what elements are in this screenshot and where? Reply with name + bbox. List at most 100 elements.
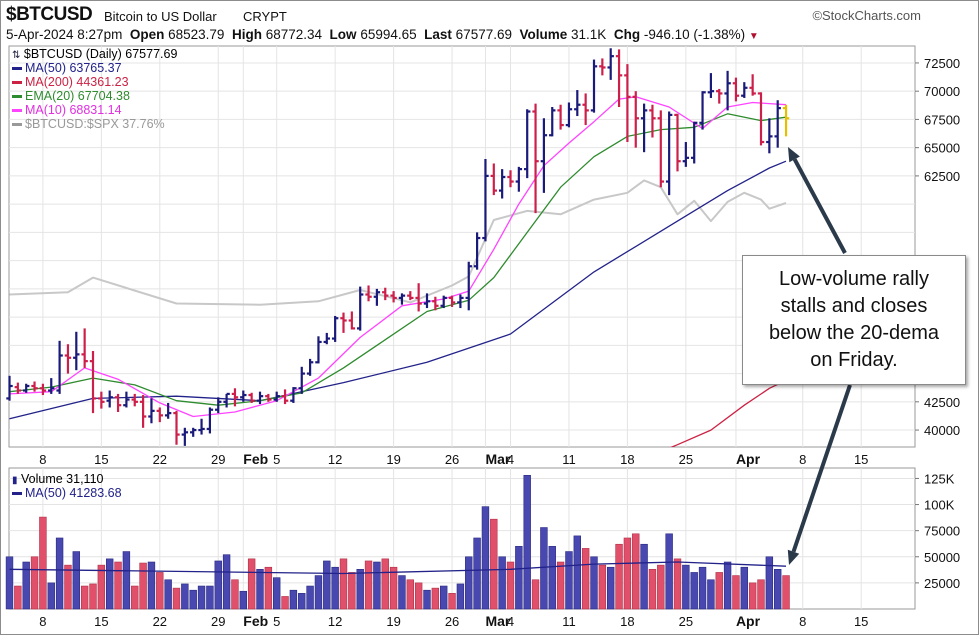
ohlc-bar [741,82,748,98]
volume-bar [39,516,47,610]
ohlc-bar [707,73,715,98]
ohlc-bar [590,59,598,113]
brand-label: ©StockCharts.com [812,8,921,23]
annotation-arrows [787,147,852,565]
ohlc-bar [23,383,30,393]
volume-bar [106,558,114,610]
volume-bar [247,558,256,610]
ohlc-bar [281,389,289,405]
ohlc-bar [640,103,648,153]
volume-bar [189,589,197,610]
volume-bar [398,575,406,610]
ohlc-bar [699,91,706,130]
ohlc-bar [56,340,63,394]
x-tick-label: 29 [211,452,225,467]
volume-bar [648,569,657,610]
volume-bar [164,579,172,610]
volume-bar [515,546,523,610]
ohlc-bar [290,387,297,403]
volume-bar [206,585,214,610]
ohlc-bar [6,375,13,401]
volume-bar [272,577,281,610]
annotation-line: Low-volume rally [778,268,930,290]
price-tick-label: 72500 [924,56,960,71]
volume-bar [281,596,289,610]
x-tick-label: 5 [273,452,280,467]
volume-legend: ▮ Volume 31,110 MA(50) 41283.68 [12,472,122,500]
volume-bar [581,548,590,610]
ohlc-bar [716,88,723,104]
arrow-to-volume-head [787,549,800,565]
volume-x-tick-label: Apr [736,613,761,629]
ohlc-bar [665,111,673,196]
ohlc-bar [515,166,523,192]
ohlc-bar [649,104,656,138]
chg-value: -946.10 (-1.38%) [643,27,746,42]
ohlc-bar [490,163,497,196]
annotation-line: stalls and closes [780,295,928,317]
ohlc-bar [148,398,155,424]
volume-bar [256,569,264,610]
ohlc-bar [298,366,305,394]
volume-bar [14,585,22,610]
legend-title-icon: ⇅ [12,50,21,61]
price-legend: ⇅ $BTCUSD (Daily) 67577.69 MA(50) 63765.… [12,47,177,131]
ohlc-bar [190,427,197,437]
overlay-ma-200 [670,379,787,447]
volume-x-tick-label: 29 [211,614,225,629]
volume-bar [114,561,122,610]
ohlc-bar [265,393,272,402]
ohlc-bar [549,106,556,137]
ohlc-bar [306,358,314,376]
x-tick-label: 15 [854,452,868,467]
volume-tick-label: 25000 [924,576,960,591]
volume-bar [64,564,72,610]
volume-bar [573,535,582,610]
volume-bar [481,506,490,610]
open-label: Open [129,27,165,42]
ohlc-bar [407,291,414,301]
ohlc-bar [215,397,222,414]
ohlc-bar [64,344,72,374]
volume-ma-line [9,561,787,575]
ohlc-bar [774,100,781,148]
volume-x-tick-label: 8 [39,614,46,629]
overlay-ma-10 [9,96,787,418]
ohlc-bar [373,288,381,306]
volume-bar [732,575,740,610]
volume-bar [373,561,381,610]
volume-x-tick-label: 5 [273,614,280,629]
x-tick-label: Apr [736,451,761,467]
exchange-label: CRYPT [243,9,287,24]
volume-bar [181,583,189,610]
volume-tick-label: 75000 [924,524,960,539]
ohlc-bar [498,169,506,199]
volume-bar [540,527,548,610]
arrow-to-price-shaft [792,158,847,254]
ohlc-bar [766,118,773,154]
ohlc-bar [440,295,447,309]
volume-bar [97,564,106,610]
price-bars [6,48,790,446]
ohlc-bar [624,64,631,143]
volume-bar [231,579,239,610]
symbol-description: Bitcoin to US Dollar [104,9,217,24]
legend-swatch-icon [12,123,22,127]
legend-swatch-icon [12,492,22,496]
volume-x-tick-label: 8 [799,614,806,629]
volume-bar [131,585,139,610]
volume-bar [506,561,515,610]
volume-bar [556,561,565,610]
price-tick-label: 65000 [924,141,960,156]
ohlc-bar [173,410,180,445]
ohlc-bar [607,48,614,80]
ohlc-bar [81,328,88,368]
volume-value: 31.1K [571,27,607,42]
annotation-line: below the 20-dema [768,322,940,344]
volume-bar [314,575,323,610]
x-tick-label: 4 [507,452,514,467]
ohlc-bar [557,104,564,130]
arrow-to-volume-shaft [791,384,852,553]
